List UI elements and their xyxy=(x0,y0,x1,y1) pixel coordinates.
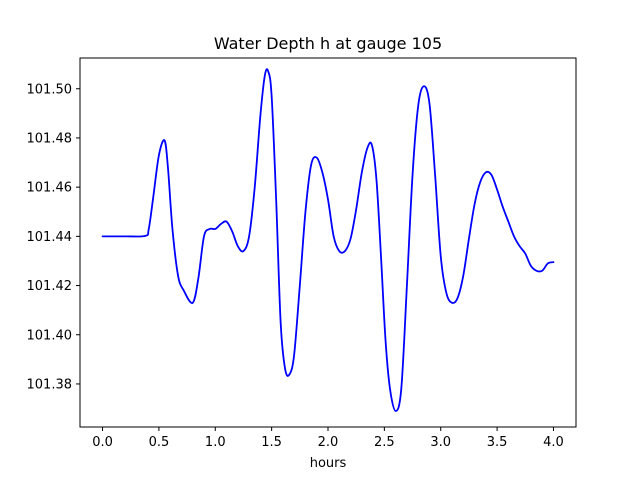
y-tick-label: 101.42 xyxy=(27,279,73,294)
x-tick-label: 3.0 xyxy=(430,435,451,450)
y-tick-label: 101.46 xyxy=(27,181,73,196)
y-tick-label: 101.44 xyxy=(27,230,73,245)
x-axis-label: hours xyxy=(310,456,347,471)
chart-title: Water Depth h at gauge 105 xyxy=(214,34,442,53)
x-tick-label: 1.5 xyxy=(261,435,282,450)
x-tick-label: 0.0 xyxy=(92,435,113,450)
x-tick-label: 2.0 xyxy=(318,435,339,450)
x-tick-label: 2.5 xyxy=(374,435,395,450)
x-tick-label: 0.5 xyxy=(149,435,170,450)
x-tick-label: 4.0 xyxy=(543,435,564,450)
y-tick-label: 101.48 xyxy=(27,131,73,146)
x-axis: 0.0 0.5 1.0 1.5 2.0 2.5 3.0 3.5 4.0 xyxy=(92,427,564,450)
x-tick-label: 1.0 xyxy=(205,435,226,450)
y-tick-label: 101.50 xyxy=(27,82,73,97)
plot-area xyxy=(101,68,555,412)
y-axis: 101.38 101.40 101.42 101.44 101.46 101.48 101.… xyxy=(27,82,80,392)
x-tick-label: 3.5 xyxy=(487,435,508,450)
y-tick-label: 101.40 xyxy=(27,328,73,343)
y-tick-label: 101.38 xyxy=(27,377,73,392)
series-line xyxy=(101,68,555,412)
